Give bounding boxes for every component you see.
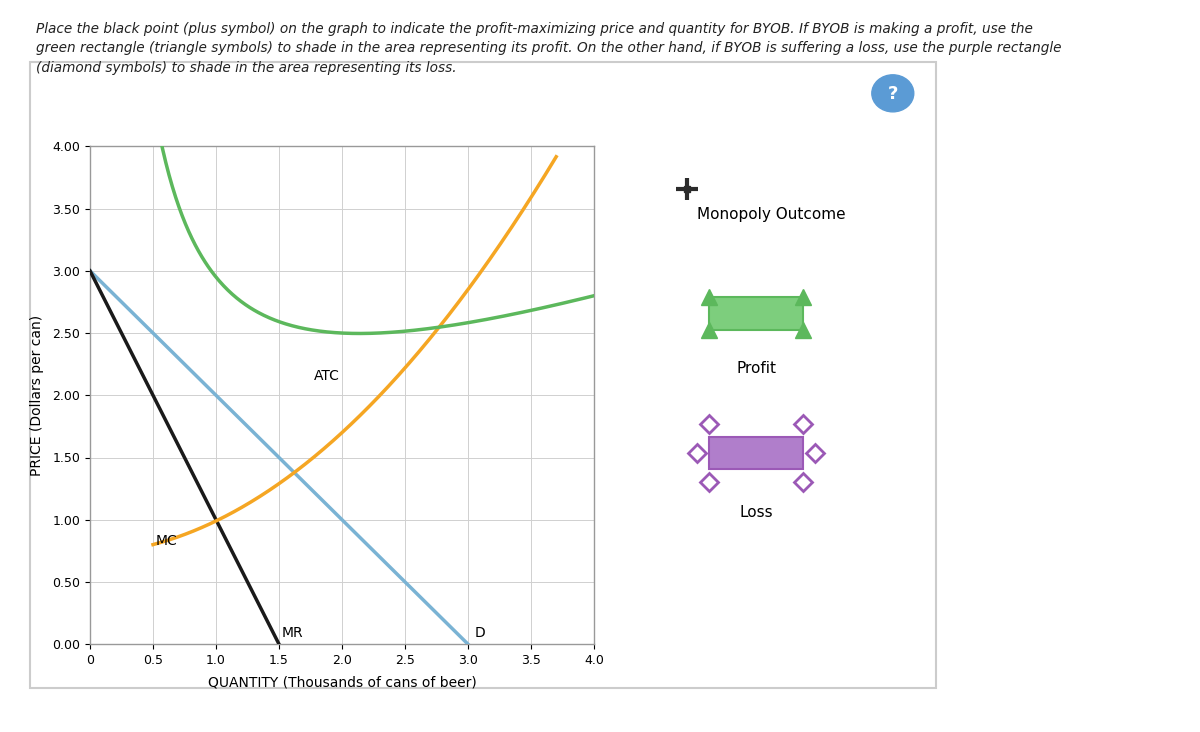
- Circle shape: [872, 75, 913, 112]
- Text: Place the black point (plus symbol) on the graph to indicate the profit-maximizi: Place the black point (plus symbol) on t…: [36, 22, 1062, 75]
- Text: Profit: Profit: [736, 361, 776, 376]
- Text: MC: MC: [156, 534, 178, 548]
- Text: D: D: [474, 626, 485, 640]
- Y-axis label: PRICE (Dollars per can): PRICE (Dollars per can): [30, 315, 44, 476]
- X-axis label: QUANTITY (Thousands of cans of beer): QUANTITY (Thousands of cans of beer): [208, 675, 476, 690]
- Text: ATC: ATC: [314, 370, 340, 384]
- Text: Loss: Loss: [739, 505, 773, 520]
- FancyBboxPatch shape: [709, 437, 803, 469]
- Text: Monopoly Outcome: Monopoly Outcome: [697, 206, 846, 222]
- Text: ?: ?: [888, 85, 898, 103]
- FancyBboxPatch shape: [709, 297, 803, 329]
- Text: MR: MR: [282, 626, 304, 640]
